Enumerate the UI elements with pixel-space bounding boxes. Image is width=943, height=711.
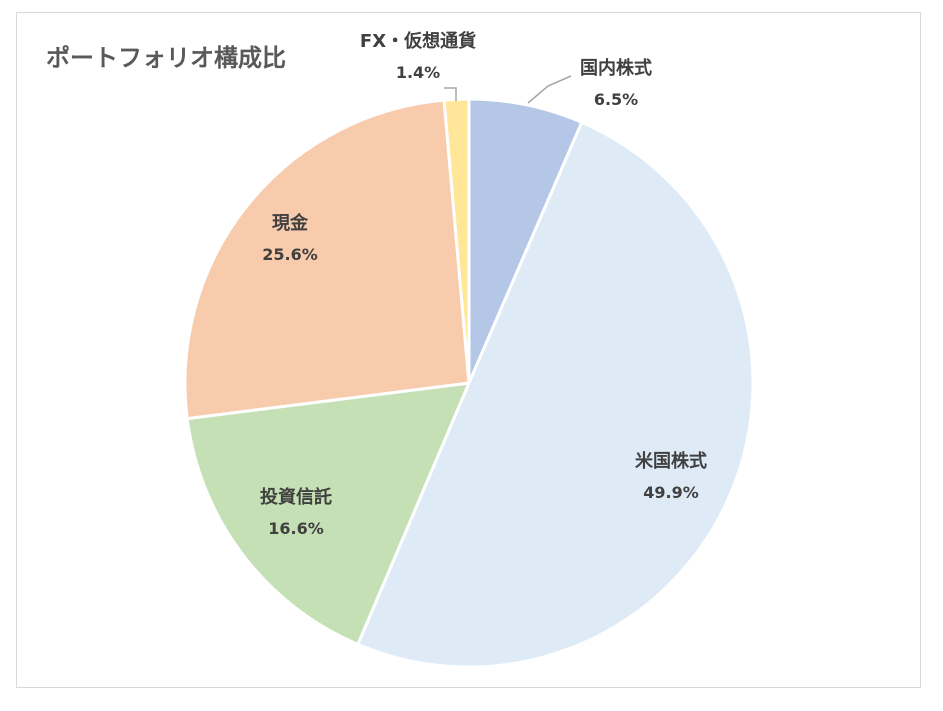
slice-percent-1: 6.5% <box>594 90 638 109</box>
slice-label-4: 現金 <box>272 212 309 234</box>
slice-label-5: FX・仮想通貨 <box>360 30 476 52</box>
slice-percent-3: 16.6% <box>268 519 324 538</box>
leader-line-5 <box>444 87 457 101</box>
slice-label-2: 米国株式 <box>635 450 707 472</box>
leader-lines <box>444 75 572 104</box>
leader-line-1 <box>527 75 572 104</box>
pie-slices <box>183 97 755 669</box>
slice-percent-2: 49.9% <box>643 483 699 502</box>
slice-percent-4: 25.6% <box>262 245 318 264</box>
slice-label-3: 投資信託 <box>260 486 332 508</box>
slice-label-1: 国内株式 <box>580 57 652 79</box>
pie-slice-2 <box>356 120 755 669</box>
pie-slice-4 <box>183 98 471 421</box>
slice-labels: 国内株式 6.5% 米国株式 49.9% 投資信託 16.6% 現金 25.6% FX・仮想通貨… <box>260 30 707 538</box>
pie-slice-1 <box>467 97 584 385</box>
chart-title: ポートフォリオ構成比 <box>46 44 286 72</box>
slice-percent-5: 1.4% <box>396 63 440 82</box>
pie-slice-3 <box>185 381 471 646</box>
